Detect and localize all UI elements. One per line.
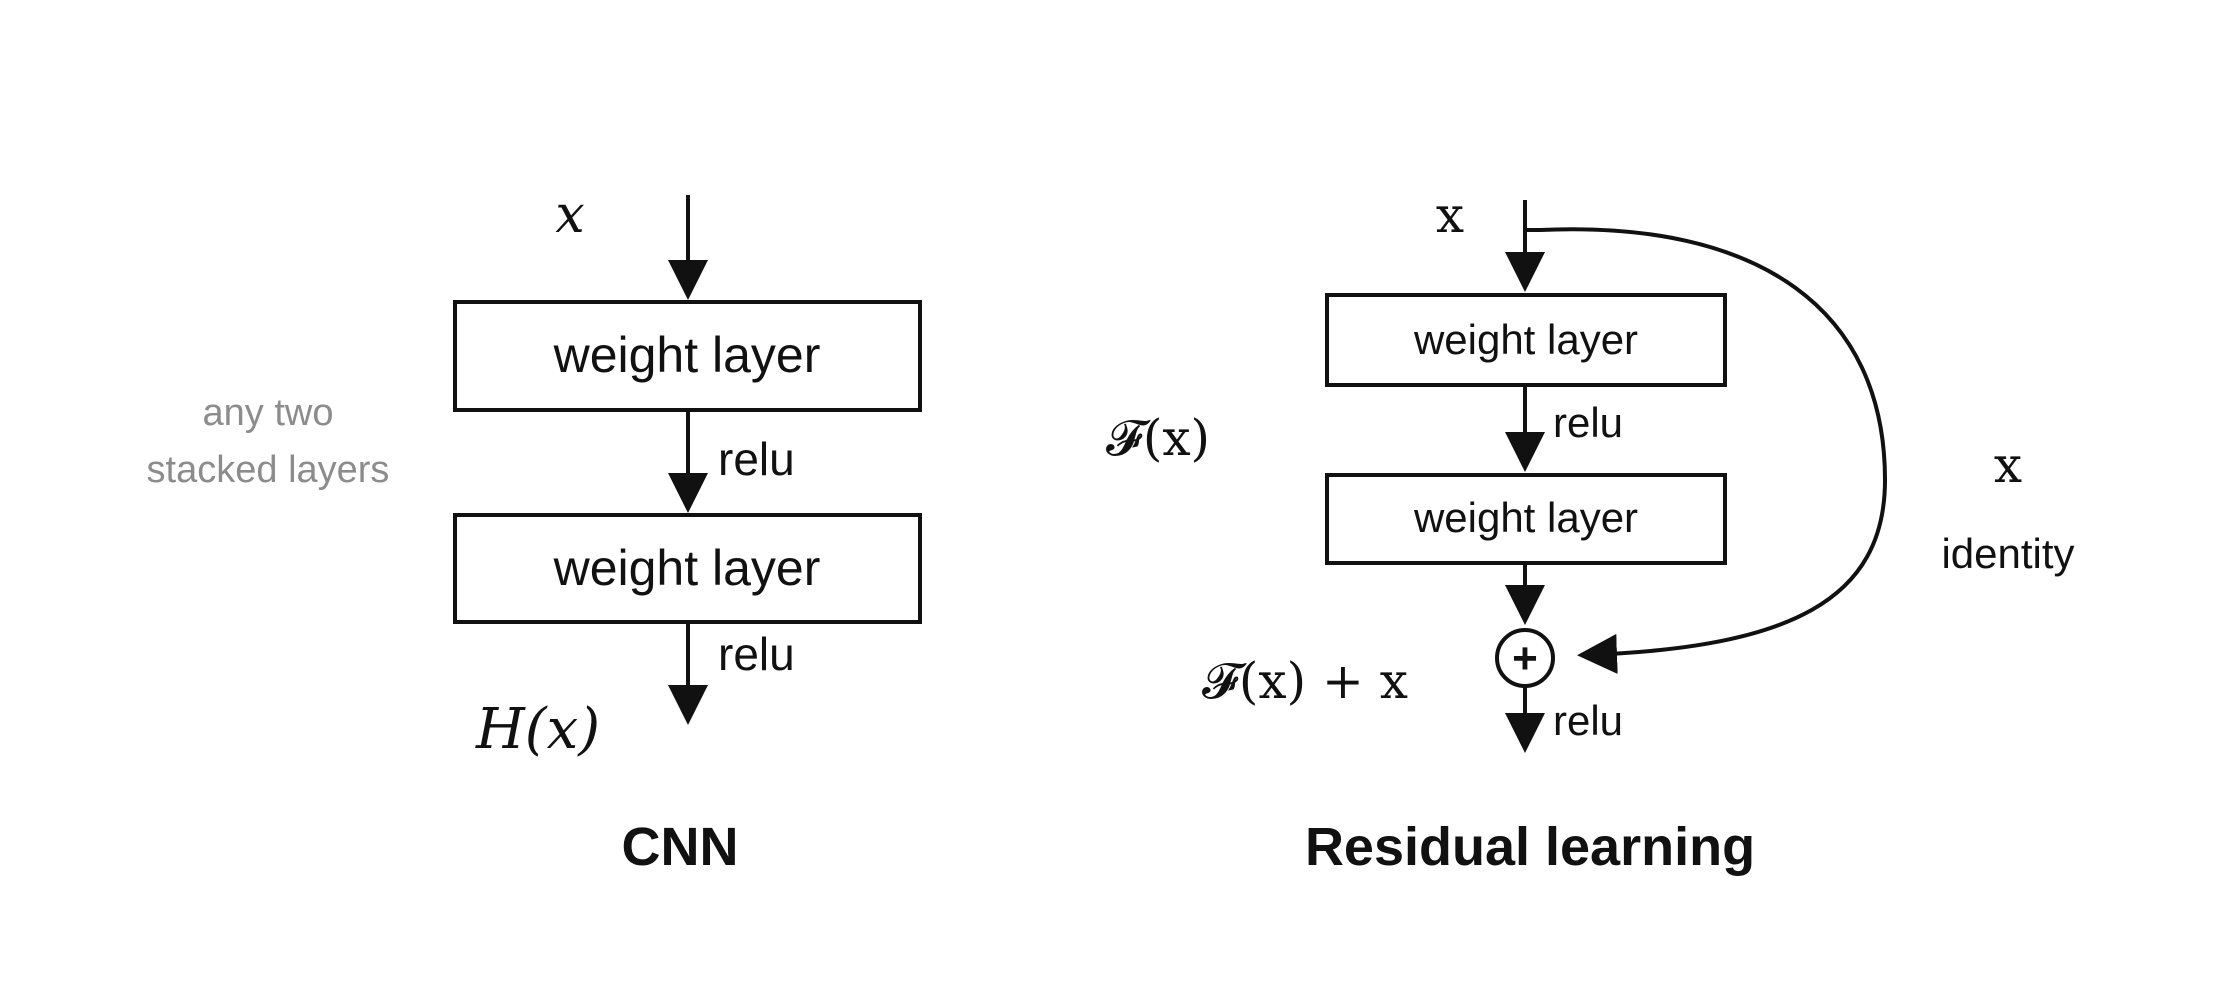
cnn-relu1-label: relu	[718, 433, 795, 485]
cnn-weight-layer-2-label: weight layer	[553, 540, 821, 596]
skip-x-label: x	[1994, 436, 2022, 494]
cnn-output-label: H(x)	[475, 697, 600, 762]
cnn-block: x weight layer relu weight layer relu H(…	[147, 185, 922, 877]
residual-weight-layer-1	[1325, 293, 1727, 387]
residual-caption: Residual learning	[1305, 817, 1755, 877]
cnn-side-note-line1: any two	[203, 392, 334, 434]
cnn-caption: CNN	[622, 817, 739, 877]
identity-skip-connection	[1525, 227, 1888, 674]
residual-relu1-label: relu	[1553, 399, 1623, 446]
residual-weight-layer-1-label: weight layer	[1413, 316, 1638, 363]
residual-relu-out-label: relu	[1553, 697, 1623, 744]
identity-label: identity	[1941, 530, 2074, 577]
residual-sum-label: 𝓕(x) + x	[1202, 652, 1408, 710]
residual-input-label: x	[1436, 186, 1464, 244]
cnn-input-label: x	[555, 185, 584, 245]
cnn-side-note-line2: stacked layers	[147, 449, 390, 491]
residual-block: x weight layer relu 𝓕(x) weight layer + …	[1106, 186, 2075, 877]
sum-symbol: +	[1512, 634, 1538, 683]
cnn-relu2-label: relu	[718, 628, 795, 680]
cnn-weight-layer-2	[453, 513, 922, 624]
residual-weight-layer-2-label: weight layer	[1413, 494, 1638, 541]
cnn-weight-layer-1-label: weight layer	[553, 327, 821, 383]
residual-fx-label: 𝓕(x)	[1106, 409, 1210, 467]
